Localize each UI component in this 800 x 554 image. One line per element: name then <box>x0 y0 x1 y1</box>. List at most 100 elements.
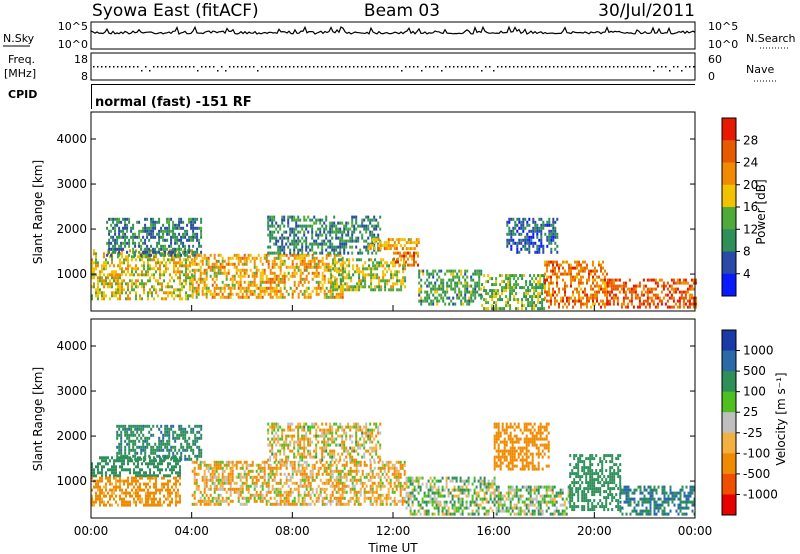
echo-cell <box>225 466 228 470</box>
echo-cell <box>141 297 143 301</box>
echo-cell <box>99 500 101 504</box>
echo-cell <box>576 287 578 291</box>
echo-cell <box>281 484 284 488</box>
echo-cell <box>269 475 272 479</box>
echo-cell <box>299 274 302 278</box>
echo-cell <box>179 279 181 283</box>
echo-cell <box>117 297 119 301</box>
echo-cell <box>134 448 137 452</box>
echo-cell <box>346 264 349 268</box>
echo-cell <box>537 295 540 299</box>
echo-cell <box>279 466 282 470</box>
echo-cell <box>235 280 238 284</box>
echo-cell <box>200 217 203 221</box>
echo-cell <box>646 299 649 303</box>
echo-cell <box>364 267 367 271</box>
echo-cell <box>113 273 115 277</box>
echo-cell <box>103 465 105 469</box>
echo-cell <box>165 261 167 265</box>
echo-cell <box>201 262 204 266</box>
echo-cell <box>341 239 344 243</box>
echo-cell <box>529 274 532 278</box>
echo-cell <box>263 292 266 296</box>
echo-cell <box>196 232 199 236</box>
echo-cell <box>97 488 99 492</box>
echo-cell <box>175 503 177 507</box>
echo-cell <box>114 250 117 254</box>
echo-cell <box>289 230 292 234</box>
echo-cell <box>378 288 381 292</box>
echo-cell <box>359 478 362 482</box>
echo-cell <box>115 459 117 463</box>
echo-cell <box>668 296 671 300</box>
echo-cell <box>229 295 232 299</box>
echo-cell <box>339 481 342 485</box>
echo-cell <box>636 296 639 300</box>
echo-cell <box>505 301 508 305</box>
echo-cell <box>544 290 546 294</box>
echo-cell <box>263 463 266 467</box>
echo-cell <box>200 433 203 437</box>
echo-cell <box>337 469 340 473</box>
echo-cell <box>464 299 467 303</box>
echo-cell <box>227 262 230 266</box>
echo-cell <box>285 493 288 497</box>
echo-cell <box>293 242 296 246</box>
echo-cell <box>147 297 149 301</box>
echo-cell <box>365 227 368 231</box>
echo-cell <box>384 285 387 289</box>
echo-cell <box>295 481 298 485</box>
echo-cell <box>600 299 602 303</box>
echo-cell <box>407 247 410 251</box>
echo-cell <box>169 261 171 265</box>
echo-cell <box>682 302 685 306</box>
echo-cell <box>255 475 258 479</box>
echo-cell <box>363 245 366 249</box>
echo-cell <box>283 496 286 500</box>
freq-left-tick-top: 18 <box>74 53 88 66</box>
echo-cell <box>184 235 187 239</box>
echo-cell <box>464 293 467 297</box>
echo-cell <box>198 430 201 434</box>
echo-cell <box>357 490 360 494</box>
echo-cell <box>590 269 592 273</box>
echo-cell <box>132 445 135 449</box>
echo-cell <box>251 256 254 260</box>
echo-cell <box>638 284 641 288</box>
echo-cell <box>466 287 469 291</box>
echo-cell <box>263 286 266 290</box>
echo-cell <box>257 292 260 296</box>
echo-cell <box>219 481 222 485</box>
echo-cell <box>196 445 199 449</box>
echo-cell <box>118 217 121 221</box>
echo-cell <box>450 287 453 291</box>
echo-cell <box>339 493 342 497</box>
echo-cell <box>215 475 218 479</box>
echo-cell <box>161 503 163 507</box>
echo-cell <box>189 279 191 283</box>
echo-cell <box>335 236 338 240</box>
echo-cell <box>521 304 524 308</box>
echo-cell <box>273 280 276 284</box>
echo-cell <box>121 479 123 483</box>
freq-dot <box>617 66 619 68</box>
echo-cell <box>275 295 278 299</box>
echo-cell <box>255 295 258 299</box>
echo-cell <box>171 468 173 472</box>
echo-cell <box>158 232 161 236</box>
echo-cell <box>205 262 208 266</box>
echo-cell <box>241 463 244 467</box>
echo-cell <box>184 433 187 437</box>
echo-cell <box>142 424 145 428</box>
echo-cell <box>582 281 584 285</box>
echo-cell <box>267 233 270 237</box>
echo-cell <box>135 264 137 268</box>
echo-cell <box>546 223 549 227</box>
freq-dot <box>513 66 515 68</box>
echo-cell <box>546 293 548 297</box>
echo-cell <box>552 266 554 270</box>
echo-cell <box>118 427 121 431</box>
echo-cell <box>560 296 562 300</box>
freq-dot <box>389 66 391 68</box>
echo-cell <box>438 269 441 273</box>
